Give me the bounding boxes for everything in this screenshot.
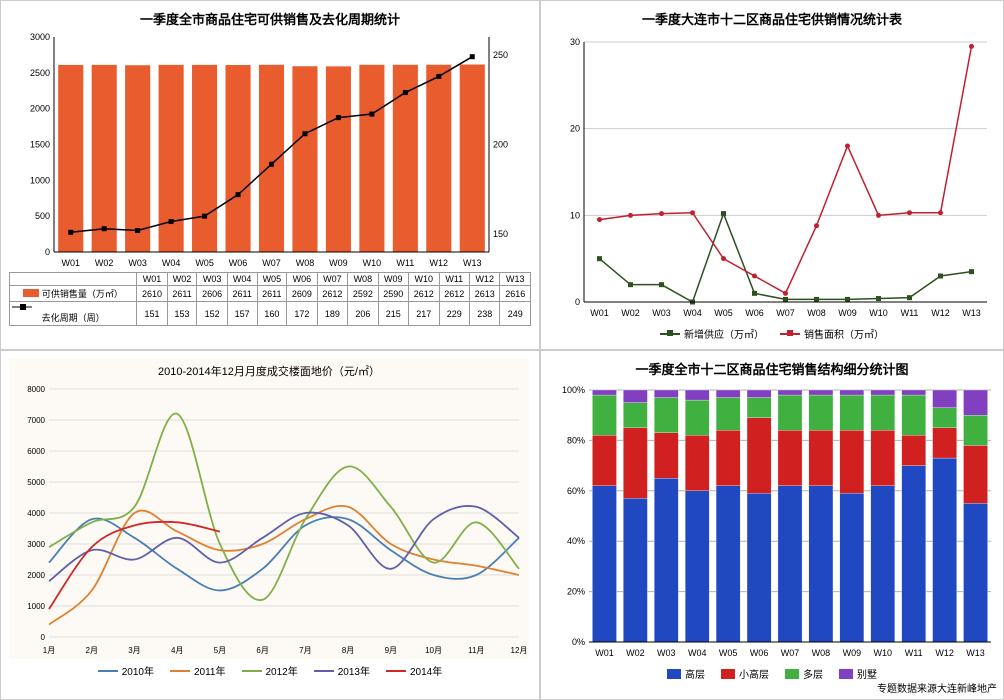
svg-text:W11: W11	[396, 258, 414, 268]
svg-text:500: 500	[35, 211, 50, 221]
chart4-title: 一季度全市十二区商品住宅销售结构细分统计图	[549, 359, 995, 378]
svg-text:80%: 80%	[567, 435, 585, 445]
svg-text:2月: 2月	[86, 646, 98, 655]
svg-text:W09: W09	[329, 258, 348, 268]
svg-text:W03: W03	[657, 648, 676, 658]
panel-supply-sales: 一季度大连市十二区商品住宅供销情况统计表 0 10 20 30 W01 W02 W03 W04…	[540, 0, 1004, 350]
chart3-legend: 2010年2011年2012年2013年2014年	[9, 663, 531, 678]
chart4-legend: 高层小高层多层别墅	[549, 666, 995, 681]
svg-text:W12: W12	[935, 648, 954, 658]
svg-text:5月: 5月	[214, 646, 226, 655]
svg-text:W02: W02	[95, 258, 114, 268]
chart1-svg: 0 500 1000 1500 2000 2500 3000 150 200 250 W01 W02 W…	[9, 32, 529, 272]
svg-text:40%: 40%	[567, 536, 585, 546]
svg-text:10: 10	[570, 210, 580, 220]
svg-text:30: 30	[570, 37, 580, 47]
chart4-svg: 0% 20% 40% 60% 80% 100% W01 W02 W03 W04 W05 W06 W07 W…	[549, 382, 997, 662]
svg-text:250: 250	[493, 50, 508, 60]
chart1-title: 一季度全市商品住宅可供销售及去化周期统计	[9, 9, 531, 28]
svg-text:0: 0	[45, 247, 50, 257]
svg-text:150: 150	[493, 229, 508, 239]
svg-text:8000: 8000	[27, 385, 45, 394]
svg-text:W13: W13	[962, 308, 981, 318]
svg-text:7000: 7000	[27, 416, 45, 425]
svg-text:4000: 4000	[27, 509, 45, 518]
svg-text:4月: 4月	[171, 646, 183, 655]
svg-text:W05: W05	[195, 258, 214, 268]
svg-text:200: 200	[493, 140, 508, 150]
svg-text:3000: 3000	[27, 540, 45, 549]
panel-bar-line: 一季度全市商品住宅可供销售及去化周期统计 0 500 1000 1500 2000 250…	[0, 0, 540, 350]
svg-text:W07: W07	[262, 258, 281, 268]
svg-text:W01: W01	[590, 308, 609, 318]
svg-text:W08: W08	[296, 258, 315, 268]
svg-text:W07: W07	[781, 648, 800, 658]
svg-text:W10: W10	[869, 308, 888, 318]
svg-text:60%: 60%	[567, 486, 585, 496]
svg-text:W07: W07	[776, 308, 795, 318]
svg-text:W01: W01	[61, 258, 80, 268]
svg-text:2500: 2500	[30, 68, 50, 78]
svg-text:W08: W08	[812, 648, 831, 658]
svg-text:1月: 1月	[43, 646, 55, 655]
chart1-datatable: W01W02W03W04W05W06W07W08W09W10W11W12W13 …	[9, 272, 531, 326]
svg-text:W12: W12	[931, 308, 950, 318]
panel-structure: 一季度全市十二区商品住宅销售结构细分统计图 0% 20% 40% 60% 80% 100%…	[540, 350, 1004, 700]
svg-text:12月: 12月	[511, 646, 528, 655]
svg-text:20%: 20%	[567, 587, 585, 597]
svg-text:W09: W09	[838, 308, 857, 318]
svg-text:W08: W08	[807, 308, 826, 318]
chart2-svg: 0 10 20 30 W01 W02 W03 W04 W05 W06 W07 W08 W09 W10 W11…	[549, 32, 997, 322]
svg-text:1000: 1000	[27, 602, 45, 611]
svg-text:3月: 3月	[128, 646, 140, 655]
svg-text:10月: 10月	[425, 646, 442, 655]
chart2-title: 一季度大连市十二区商品住宅供销情况统计表	[549, 9, 995, 28]
svg-text:W11: W11	[905, 648, 923, 658]
svg-text:0%: 0%	[572, 637, 585, 647]
chart3-svg: 2010-2014年12月月度成交楼面地价（元/㎡） 0 1000 2000 3000 4…	[9, 359, 529, 659]
svg-text:W11: W11	[901, 308, 919, 318]
svg-text:W06: W06	[750, 648, 769, 658]
svg-text:6月: 6月	[256, 646, 268, 655]
svg-text:3000: 3000	[30, 32, 50, 42]
svg-text:2000: 2000	[27, 571, 45, 580]
svg-text:W02: W02	[621, 308, 640, 318]
chart2-legend: 新增供应（万㎡）销售面积（万㎡）	[549, 326, 995, 341]
svg-text:W04: W04	[162, 258, 181, 268]
svg-text:W04: W04	[688, 648, 707, 658]
svg-text:W09: W09	[843, 648, 862, 658]
svg-text:W10: W10	[363, 258, 382, 268]
svg-text:8月: 8月	[342, 646, 354, 655]
svg-text:0: 0	[41, 633, 46, 642]
svg-text:W06: W06	[229, 258, 248, 268]
svg-text:11月: 11月	[468, 646, 484, 655]
svg-text:W13: W13	[966, 648, 985, 658]
svg-text:2000: 2000	[30, 104, 50, 114]
svg-text:W13: W13	[463, 258, 482, 268]
svg-text:W05: W05	[719, 648, 738, 658]
svg-text:6000: 6000	[27, 447, 45, 456]
svg-text:W04: W04	[683, 308, 702, 318]
svg-text:W02: W02	[626, 648, 645, 658]
svg-text:5000: 5000	[27, 478, 45, 487]
svg-text:7月: 7月	[299, 646, 311, 655]
svg-text:W03: W03	[128, 258, 147, 268]
svg-text:2010-2014年12月月度成交楼面地价（元/㎡）: 2010-2014年12月月度成交楼面地价（元/㎡）	[158, 364, 380, 378]
svg-text:W03: W03	[652, 308, 671, 318]
svg-text:0: 0	[575, 297, 580, 307]
svg-text:20: 20	[570, 124, 580, 134]
svg-text:9月: 9月	[385, 646, 397, 655]
svg-text:100%: 100%	[562, 385, 585, 395]
svg-text:W01: W01	[595, 648, 614, 658]
panel-price-trend: 2010-2014年12月月度成交楼面地价（元/㎡） 0 1000 2000 3000 4…	[0, 350, 540, 700]
credit-text: 专题数据来源大连新峰地产	[877, 680, 997, 695]
svg-text:W05: W05	[714, 308, 733, 318]
svg-text:1000: 1000	[30, 175, 50, 185]
svg-text:W10: W10	[874, 648, 893, 658]
svg-text:W06: W06	[745, 308, 764, 318]
svg-text:1500: 1500	[30, 140, 50, 150]
svg-text:W12: W12	[430, 258, 449, 268]
